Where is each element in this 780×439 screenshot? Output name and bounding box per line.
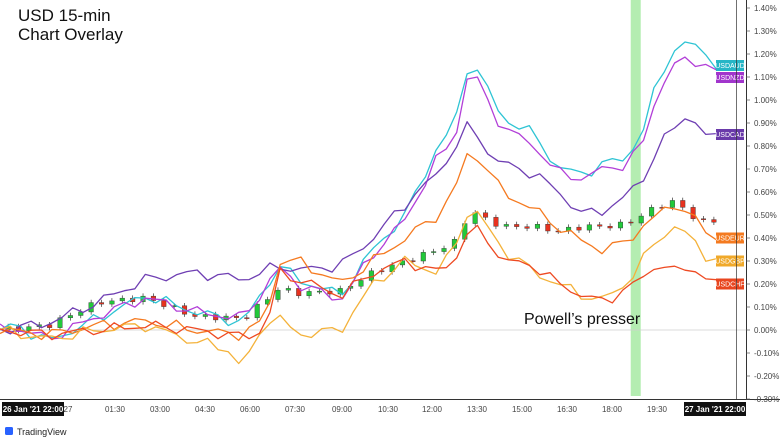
x-tick-label-7: 09:00 [332, 405, 353, 414]
x-tick-label-8: 10:30 [378, 405, 399, 414]
candle-51 [534, 221, 540, 232]
series-tag-usdchf: USDCHF [715, 278, 745, 290]
candle-27 [285, 285, 291, 293]
series-line-usdcad [0, 118, 717, 335]
candle-13 [140, 293, 146, 305]
series-tag-usdnzd: USDNZD [715, 72, 745, 83]
series-tag-usdcad: USDCAD [715, 129, 745, 140]
y-tick-label-17: -0.30% [754, 395, 779, 404]
x-tick-label-6: 07:30 [285, 405, 306, 414]
x-tick-label-2: 01:30 [105, 405, 126, 414]
svg-text:26 Jan '21 22:00: 26 Jan '21 22:00 [3, 405, 64, 414]
x-tick-label-4: 04:30 [195, 405, 216, 414]
tradingview-branding[interactable]: TradingView [5, 427, 67, 437]
candle-46 [483, 210, 489, 221]
svg-text:USDEUR: USDEUR [715, 236, 745, 243]
candle-6 [67, 312, 73, 321]
candle-30 [316, 288, 322, 295]
tradingview-logo-icon [5, 427, 13, 435]
candle-62 [649, 204, 655, 219]
candle-68 [711, 216, 717, 225]
candle-29 [306, 288, 312, 299]
candle-56 [586, 221, 592, 233]
x-tick-label-1: 27 [64, 405, 73, 414]
y-tick-label-9: 0.50% [754, 211, 777, 220]
svg-text:27 Jan '21 22:00: 27 Jan '21 22:00 [685, 405, 746, 414]
y-tick-label-7: 0.70% [754, 165, 777, 174]
svg-text:USDNZD: USDNZD [715, 75, 744, 82]
y-tick-label-6: 0.80% [754, 142, 777, 151]
candle-59 [617, 219, 623, 231]
x-tick-label-end: 27 Jan '21 22:00 [684, 402, 746, 416]
svg-text:USDCAD: USDCAD [715, 132, 745, 139]
candle-49 [514, 221, 520, 230]
y-tick-label-10: 0.40% [754, 234, 777, 243]
series-tag-usdeur: USDEUR [715, 232, 745, 244]
series-line-usdchf [0, 224, 717, 341]
y-tick-label-5: 0.90% [754, 119, 777, 128]
y-tick-label-11: 0.30% [754, 257, 777, 266]
x-tick-label-9: 12:00 [422, 405, 443, 414]
candle-67 [701, 215, 707, 223]
y-tick-label-1: 1.30% [754, 27, 777, 36]
svg-text:USDAUD: USDAUD [715, 63, 745, 70]
series-tag-usdaud: USDAUD [715, 60, 745, 71]
plot-background [0, 0, 746, 400]
candle-61 [638, 213, 644, 226]
y-tick-label-13: 0.10% [754, 303, 777, 312]
svg-text:USDGBP: USDGBP [715, 259, 745, 266]
chart-title-line-1: USD 15-min [18, 6, 111, 25]
x-tick-label-10: 13:30 [467, 405, 488, 414]
candle-66 [690, 204, 696, 222]
x-tick-label-12: 16:30 [557, 405, 578, 414]
candle-55 [576, 224, 582, 233]
y-tick-label-14: 0.00% [754, 326, 777, 335]
y-tick-label-16: -0.20% [754, 372, 779, 381]
candle-52 [545, 221, 551, 234]
powell-annotation: Powell’s presser [524, 311, 641, 328]
candle-10 [109, 298, 115, 307]
chart-title-line-2: Chart Overlay [18, 25, 123, 44]
candle-24 [254, 301, 260, 321]
y-tick-label-8: 0.60% [754, 188, 777, 197]
candle-9 [99, 299, 105, 307]
x-tick-label-5: 06:00 [240, 405, 261, 414]
candle-65 [680, 197, 686, 211]
y-tick-label-2: 1.20% [754, 50, 777, 59]
y-tick-label-4: 1.00% [754, 96, 777, 105]
x-tick-label-3: 03:00 [150, 405, 171, 414]
candle-48 [503, 221, 509, 230]
candle-50 [524, 223, 530, 232]
candle-47 [493, 214, 499, 230]
candle-40 [420, 249, 426, 264]
y-tick-label-0: 1.40% [754, 4, 777, 13]
y-tick-label-3: 1.10% [754, 73, 777, 82]
x-tick-label-14: 19:30 [647, 405, 668, 414]
candle-23 [244, 314, 250, 321]
candle-42 [441, 245, 447, 255]
series-tag-usdgbp: USDGBP [715, 255, 745, 267]
candle-41 [431, 248, 437, 256]
y-tick-label-15: -0.10% [754, 349, 779, 358]
candle-26 [275, 287, 281, 303]
candle-11 [119, 295, 125, 304]
x-tick-label-13: 18:00 [602, 405, 623, 414]
candle-58 [607, 223, 613, 231]
powell-highlight-band [630, 0, 641, 396]
x-tick-label-start: 26 Jan '21 22:00 [2, 402, 64, 416]
candle-57 [597, 221, 603, 229]
candle-60 [628, 219, 634, 226]
x-tick-label-11: 15:00 [512, 405, 533, 414]
candle-22 [233, 313, 239, 321]
svg-text:USDCHF: USDCHF [715, 282, 744, 289]
series-line-usdgbp [0, 210, 717, 365]
tradingview-brand-text: TradingView [17, 427, 67, 437]
series-line-usdnzd [0, 56, 717, 340]
series-line-usdaud [0, 41, 717, 340]
y-tick-label-12: 0.20% [754, 280, 777, 289]
